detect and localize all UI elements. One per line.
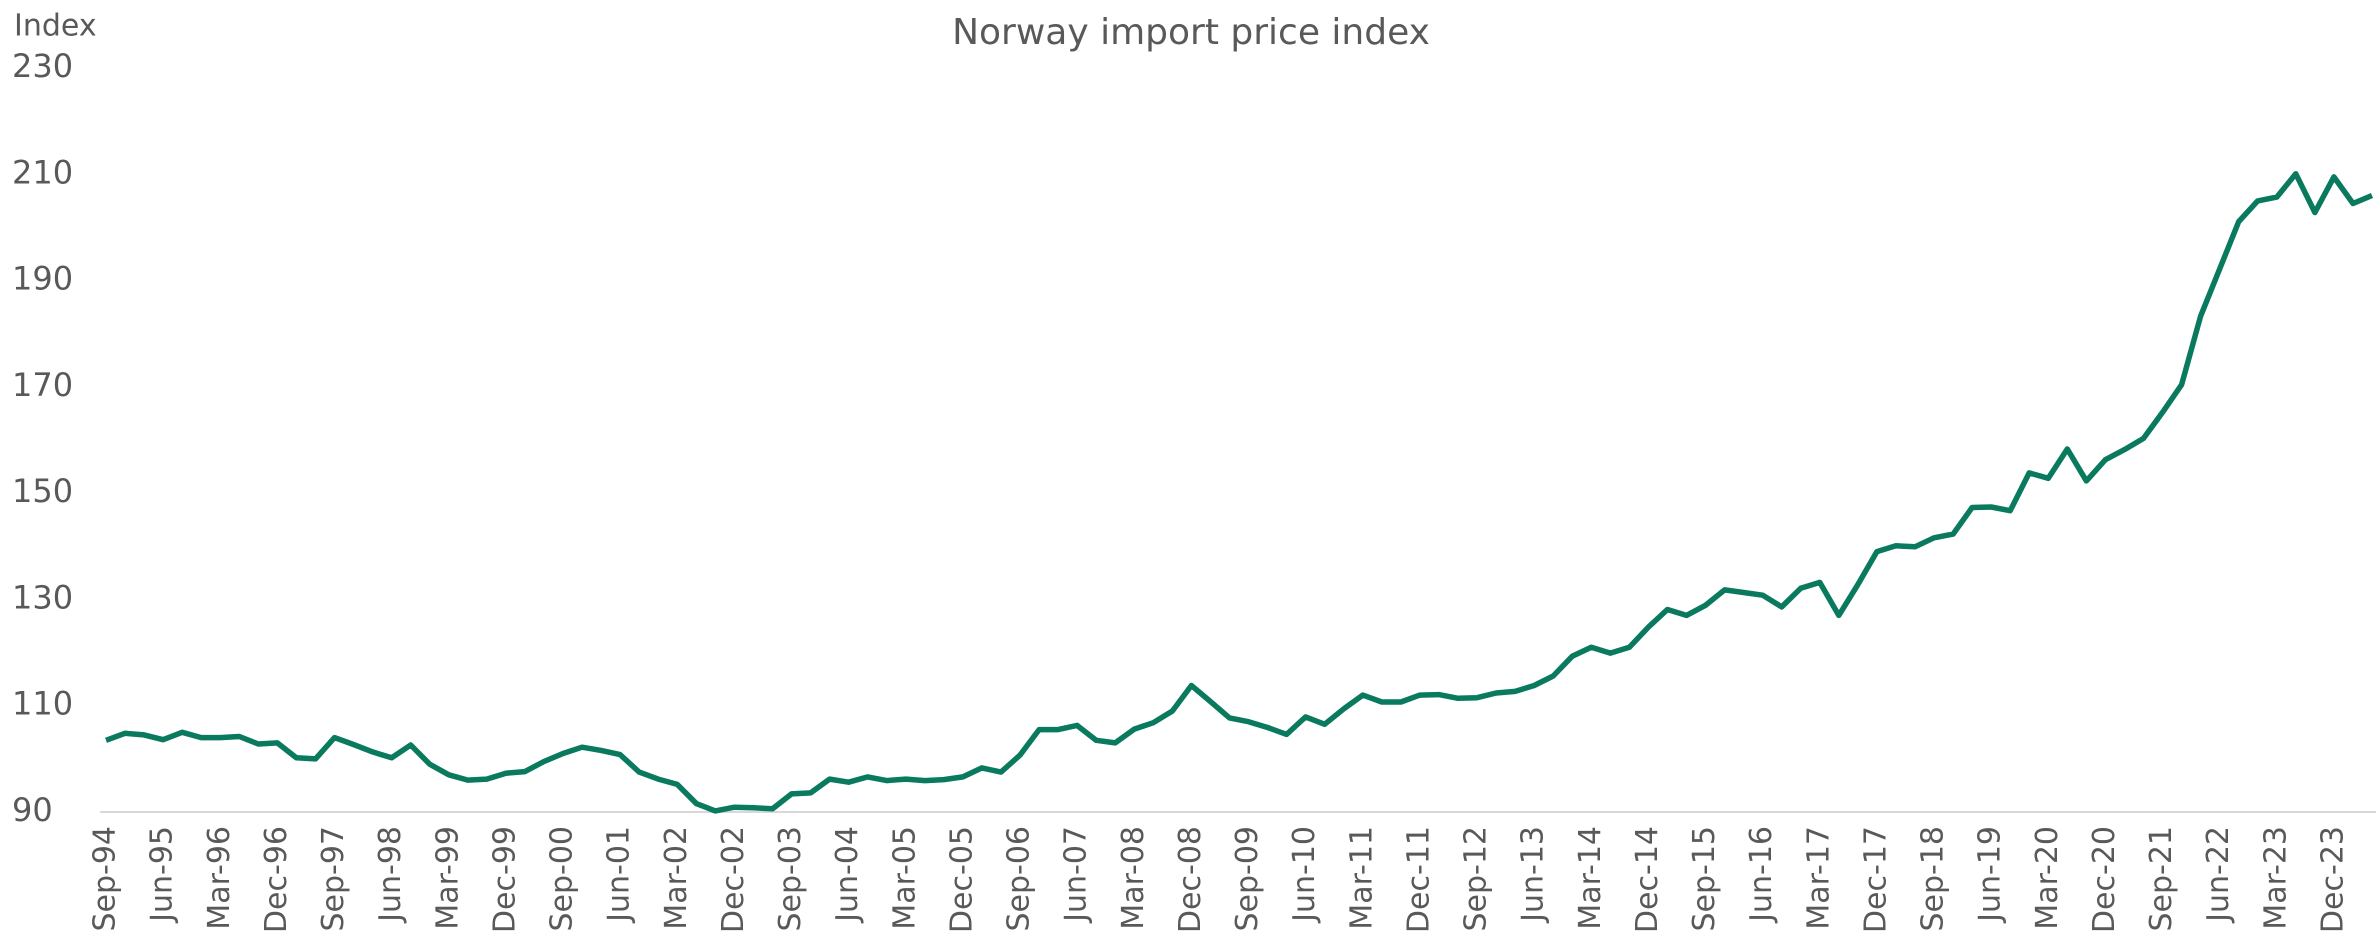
x-tick-label: Dec-05: [944, 826, 979, 933]
y-tick-label: 150: [12, 472, 73, 510]
y-tick-label: 230: [12, 47, 73, 85]
x-tick-label: Dec-08: [1173, 826, 1208, 933]
x-tick-label: Dec-14: [1630, 826, 1665, 933]
y-tick-label: 90: [12, 791, 53, 829]
x-tick-label: Sep-06: [1002, 826, 1037, 932]
x-tick-label: Mar-05: [887, 826, 922, 930]
y-tick-label: 130: [12, 578, 73, 616]
x-tick-label: Mar-02: [659, 826, 694, 930]
y-tick-label: 210: [12, 153, 73, 191]
x-tick-label: Jun-22: [2201, 826, 2236, 924]
x-tick-label: Dec-96: [259, 826, 294, 933]
x-tick-label: Mar-96: [202, 826, 237, 930]
x-tick-label: Sep-18: [1916, 826, 1951, 932]
x-tick-label: Mar-23: [2258, 826, 2293, 930]
y-axis-label: Index: [14, 9, 97, 44]
x-tick-label: Jun-13: [1516, 826, 1551, 924]
x-tick-label: Sep-97: [316, 826, 351, 932]
x-tick-label: Dec-23: [2315, 826, 2350, 933]
x-tick-label: Dec-11: [1401, 826, 1436, 933]
x-tick-label: Sep-09: [1230, 826, 1265, 932]
chart-title: Norway import price index: [952, 12, 1430, 53]
x-tick-label: Jun-07: [1059, 826, 1094, 924]
x-tick-label: Mar-08: [1116, 826, 1151, 930]
x-tick-label: Jun-10: [1287, 826, 1322, 924]
y-tick-label: 110: [12, 685, 73, 723]
x-tick-label: Sep-15: [1687, 826, 1722, 932]
x-tick-label: Sep-00: [545, 826, 580, 932]
x-tick-label: Jun-16: [1744, 826, 1779, 924]
x-tick-label: Dec-99: [487, 826, 522, 933]
x-tick-label: Mar-11: [1344, 826, 1379, 930]
x-tick-label: Mar-17: [1801, 826, 1836, 930]
x-tick-label: Sep-94: [88, 826, 123, 932]
x-tick-label: Sep-03: [773, 826, 808, 932]
x-tick-label: Dec-20: [2087, 826, 2122, 933]
x-tick-label: Jun-95: [145, 826, 180, 924]
x-tick-label: Mar-20: [2030, 826, 2065, 930]
x-tick-label: Sep-21: [2144, 826, 2179, 932]
x-tick-label: Jun-19: [1973, 826, 2008, 924]
x-tick-label: Jun-01: [602, 826, 637, 924]
y-tick-label: 170: [12, 366, 73, 404]
x-tick-label: Jun-04: [830, 826, 865, 924]
x-tick-label: Jun-98: [373, 826, 408, 924]
x-tick-label: Dec-17: [1858, 826, 1893, 933]
y-tick-label: 190: [12, 260, 73, 298]
x-tick-label: Mar-99: [430, 826, 465, 930]
x-tick-label: Mar-14: [1573, 826, 1608, 930]
x-tick-label: Dec-02: [716, 826, 751, 933]
line: [105, 171, 2374, 814]
x-tick-label: Sep-12: [1459, 826, 1494, 932]
